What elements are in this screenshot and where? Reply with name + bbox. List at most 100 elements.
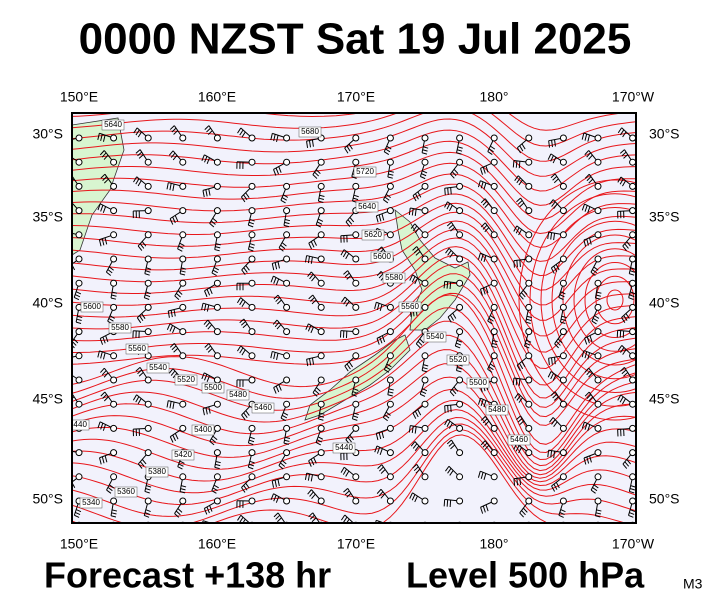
barb-station (456, 182, 464, 190)
barb-feather (411, 426, 414, 434)
barb-feather (584, 351, 588, 359)
barb-station (75, 182, 83, 190)
barb-station (213, 449, 221, 457)
barb-feather (270, 351, 273, 359)
barb-feather (591, 320, 597, 325)
barb-station (421, 182, 429, 190)
barb-feather (204, 290, 208, 298)
barb-feather (282, 194, 289, 198)
barb-feather (317, 218, 324, 222)
barb-station (110, 424, 118, 432)
barb-feather (584, 391, 590, 397)
barb-feather (592, 487, 598, 492)
barb-feather (448, 422, 453, 429)
barb-station (75, 279, 83, 287)
barb-feather (311, 299, 317, 305)
barb-feather (211, 490, 217, 494)
barb-feather (410, 441, 416, 447)
barb-station (386, 497, 394, 505)
barb-feather (411, 276, 416, 283)
bottom-axis-label: 170°W (612, 536, 655, 552)
barb-feather (101, 238, 105, 246)
barb-station (525, 158, 533, 166)
barb-station (456, 231, 464, 239)
contour (72, 423, 636, 517)
barb-station (179, 328, 187, 336)
barb-feather (111, 509, 118, 512)
barb-feather (249, 460, 255, 464)
barb-feather (518, 397, 523, 403)
barb-feather (512, 160, 515, 168)
barb-station (594, 473, 602, 481)
contour-label: 5560 (128, 344, 146, 353)
barb-feather (275, 167, 279, 175)
barb-feather (215, 463, 221, 467)
contour (72, 113, 636, 162)
barb-feather (201, 154, 205, 162)
barb-feather (308, 512, 314, 518)
barb-feather (280, 462, 286, 467)
barb-feather (215, 460, 221, 464)
barb-feather (482, 442, 488, 448)
barb-feather (353, 388, 359, 391)
barb-stem (621, 525, 632, 535)
barb-feather (66, 450, 67, 457)
barb-feather (145, 509, 151, 512)
barb-feather (411, 494, 416, 501)
contour-label: 5500 (469, 378, 487, 387)
barb-feather (281, 414, 288, 419)
barb-station (629, 158, 636, 166)
barb-feather (280, 417, 286, 422)
barb-feather (209, 505, 213, 512)
barb-feather (379, 466, 384, 472)
barb-feather (76, 321, 82, 324)
barb-feather (484, 445, 490, 451)
barb-feather (386, 363, 392, 368)
barb-station (352, 231, 360, 239)
left-axis-label: 35°S (32, 209, 63, 225)
barb-feather (67, 392, 71, 396)
barb-station (421, 400, 429, 408)
barb-feather (416, 527, 417, 534)
barb-feather (207, 324, 213, 330)
barb-feather (77, 315, 83, 319)
barb-feather (179, 273, 186, 276)
contour (72, 434, 550, 523)
contour-label-box (114, 486, 138, 498)
barb-feather (515, 160, 518, 168)
barb-feather (276, 135, 279, 143)
barb-feather (457, 146, 463, 149)
barb-station (283, 328, 291, 336)
barb-feather (584, 150, 590, 156)
barb-station (179, 303, 187, 311)
contour-label-box (226, 389, 250, 401)
barb-feather (278, 166, 282, 173)
contour-label: 5380 (148, 467, 166, 476)
barb-feather (490, 145, 496, 150)
barb-feather (181, 485, 187, 488)
barb-feather (414, 193, 419, 200)
barb-station (144, 376, 152, 384)
barb-feather (239, 318, 245, 324)
barb-feather (204, 343, 210, 348)
barb-feather (444, 201, 448, 208)
barb-feather (240, 321, 246, 326)
north-island (394, 209, 471, 331)
barb-station (110, 352, 118, 360)
barb-feather (384, 414, 390, 419)
barb-station (75, 400, 83, 408)
barb-feather (619, 178, 624, 185)
barb-station (559, 449, 567, 457)
barb-feather (421, 173, 427, 177)
barb-station (594, 182, 602, 190)
barb-feather (179, 460, 185, 464)
barb-feather (547, 450, 550, 458)
barb-station (629, 328, 636, 336)
barb-station (594, 328, 602, 336)
barb-feather (100, 134, 103, 141)
barb-feather (550, 232, 553, 240)
barb-feather (311, 139, 314, 147)
barb-station (352, 279, 360, 287)
contour (72, 220, 636, 321)
barb-station (248, 182, 256, 190)
